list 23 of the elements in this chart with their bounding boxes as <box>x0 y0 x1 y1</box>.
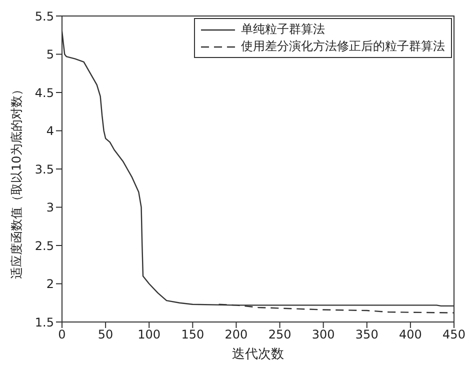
x-tick-label: 50 <box>98 328 114 342</box>
x-tick-label: 350 <box>355 328 378 342</box>
y-axis-title: 适应度函数值（取以10为底的对数） <box>9 84 24 279</box>
x-tick-label: 450 <box>442 328 466 342</box>
y-tick-label: 2.5 <box>34 238 54 253</box>
y-tick-label: 2 <box>46 277 54 292</box>
legend-label: 使用差分演化方法修正后的粒子群算法 <box>241 38 445 55</box>
x-tick-label: 0 <box>58 328 66 342</box>
x-tick-label: 400 <box>398 328 422 342</box>
y-tick-label: 4 <box>46 124 54 138</box>
legend-label: 单纯粒子群算法 <box>241 21 325 38</box>
x-tick-label: 250 <box>268 328 292 342</box>
y-tick-label: 3.5 <box>34 162 54 176</box>
x-axis-title: 迭代次数 <box>232 347 284 362</box>
y-tick-label: 5 <box>46 48 54 62</box>
x-tick-label: 150 <box>181 328 204 342</box>
y-tick-label: 5.5 <box>34 9 54 24</box>
x-tick-label: 300 <box>312 328 335 342</box>
x-tick-label: 100 <box>138 328 161 342</box>
y-tick-label: 1.5 <box>34 315 54 330</box>
x-tick-label: 200 <box>224 328 248 342</box>
y-tick-label: 3 <box>46 200 54 215</box>
y-tick-label: 4.5 <box>34 86 54 100</box>
